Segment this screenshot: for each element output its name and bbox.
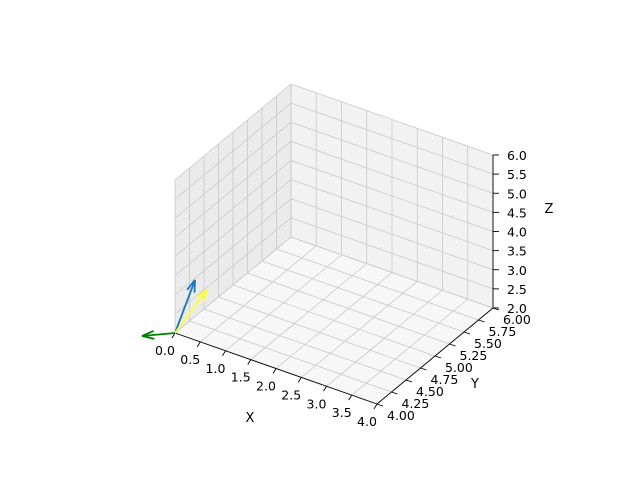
y-tick-label: 4.00: [387, 408, 415, 423]
grid-left-z: [174, 141, 292, 238]
grid-back-z: [290, 198, 494, 271]
y-tick: [405, 379, 413, 383]
y-tick-label: 5.50: [474, 336, 502, 351]
z-tick-label: 2.0: [507, 301, 527, 316]
z-tick-label: 5.5: [507, 167, 527, 182]
grid-left-z: [174, 121, 292, 219]
y-tick-label: 4.50: [416, 384, 444, 399]
grid-left-z: [174, 83, 292, 181]
x-tick: [272, 368, 277, 374]
grid-floor-y: [203, 308, 407, 381]
x-tick-label: 1.0: [206, 361, 226, 376]
y-tick-label: 6.00: [503, 312, 531, 327]
y-tick: [391, 391, 398, 395]
z-tick-label: 2.5: [507, 282, 527, 297]
y-tick: [449, 343, 456, 347]
y-axis-label: Y: [470, 377, 479, 392]
z-tick-label: 4.0: [507, 225, 527, 240]
x-axis-label: X: [246, 411, 255, 426]
vector-arrows: [141, 279, 208, 340]
z-tick-label: 3.5: [507, 244, 527, 259]
z-tick-label: 6.0: [507, 148, 527, 163]
axis-panes: [175, 84, 493, 404]
x-tick: [222, 350, 226, 356]
grid-floor-y: [189, 320, 392, 393]
grid-left-z: [174, 236, 292, 334]
grid-floor-y: [218, 296, 421, 369]
grid-floor-y: [232, 284, 436, 357]
grid-left-z: [174, 198, 292, 296]
tick-marks: [171, 154, 500, 410]
x-tick-label: 2.5: [281, 387, 301, 402]
grid-floor-y: [261, 260, 465, 333]
y-tick: [420, 367, 427, 371]
x-tick-label: 3.5: [332, 405, 352, 420]
grid-back-z: [290, 160, 494, 232]
grid-left-z: [174, 179, 292, 276]
grid-back-z: [290, 217, 494, 290]
y-tick-label: 5.25: [460, 348, 488, 363]
grid-back-z: [290, 83, 494, 156]
tick-labels: 0.00.51.01.52.02.53.03.54.0 4.004.254.504…: [155, 148, 531, 429]
x-tick-label: 0.0: [155, 343, 175, 358]
grid-back-z: [290, 179, 494, 252]
vector-head: [141, 335, 155, 340]
vector-head: [141, 330, 154, 337]
grid-back-z: [290, 140, 494, 213]
z-axis-label: Z: [545, 202, 554, 217]
grid-floor-y: [276, 248, 479, 321]
x-tick-label: 2.0: [256, 379, 276, 394]
z-tick-label: 4.5: [507, 205, 527, 220]
x-tick: [297, 377, 302, 383]
y-tick: [376, 403, 384, 407]
vector-shaft: [141, 332, 176, 337]
x-tick: [247, 359, 252, 365]
grid-back-z: [290, 236, 494, 309]
x-tick-label: 0.5: [180, 352, 200, 367]
grid-floor-y: [247, 272, 450, 345]
vector-shaft: [174, 279, 196, 334]
x-tick-label: 3.0: [307, 396, 327, 411]
x-tick: [348, 394, 353, 401]
y-tick-label: 5.75: [489, 324, 517, 339]
x-tick-label: 1.5: [231, 370, 251, 385]
y-tick-label: 4.25: [402, 396, 430, 411]
y-tick: [478, 319, 485, 323]
z-tick-label: 3.0: [507, 263, 527, 278]
grid-back-z: [290, 121, 494, 194]
y-tick: [463, 331, 471, 335]
vector-head: [202, 289, 208, 303]
z-tick-label: 5.0: [507, 186, 527, 201]
x-tick: [373, 403, 378, 410]
vector-head: [196, 289, 208, 298]
x-tick-label: 4.0: [357, 414, 377, 429]
x-tick: [196, 341, 201, 348]
vector-head: [186, 279, 196, 291]
y-tick-label: 4.75: [431, 372, 459, 387]
vector-shaft: [174, 289, 208, 334]
grid-left-z: [174, 160, 292, 257]
grid-left-z: [174, 102, 292, 200]
grid-left-z: [174, 217, 292, 315]
x-tick: [323, 386, 327, 392]
grid-back-z: [290, 102, 494, 175]
y-tick-label: 5.00: [445, 360, 473, 375]
y-tick: [434, 355, 442, 359]
